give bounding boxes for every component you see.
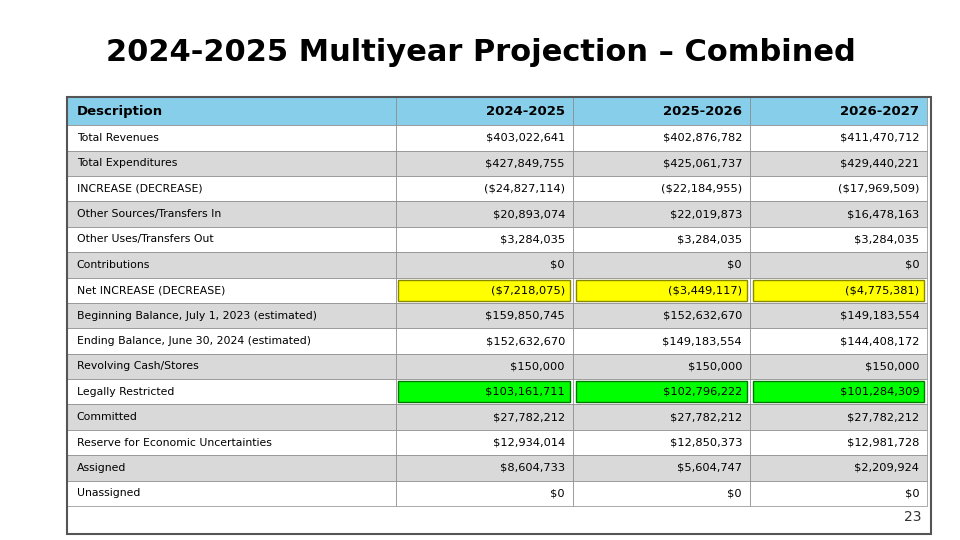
Text: 2025-2026: 2025-2026 (663, 105, 742, 118)
Text: 2024-2025: 2024-2025 (486, 105, 564, 118)
Text: $0: $0 (728, 488, 742, 498)
Text: ($17,969,509): ($17,969,509) (838, 184, 920, 194)
Text: $3,284,035: $3,284,035 (677, 234, 742, 245)
Text: $0: $0 (550, 260, 564, 270)
Text: $5,604,747: $5,604,747 (677, 463, 742, 473)
Text: $3,284,035: $3,284,035 (854, 234, 920, 245)
Text: $2,209,924: $2,209,924 (854, 463, 920, 473)
Text: $159,850,745: $159,850,745 (485, 310, 564, 321)
Text: 2026-2027: 2026-2027 (840, 105, 920, 118)
Text: Other Sources/Transfers In: Other Sources/Transfers In (77, 209, 221, 219)
Text: INCREASE (DECREASE): INCREASE (DECREASE) (77, 184, 203, 194)
Text: $150,000: $150,000 (687, 361, 742, 372)
Text: Net INCREASE (DECREASE): Net INCREASE (DECREASE) (77, 285, 226, 295)
Text: Beginning Balance, July 1, 2023 (estimated): Beginning Balance, July 1, 2023 (estimat… (77, 310, 317, 321)
Text: $27,782,212: $27,782,212 (670, 412, 742, 422)
Text: $12,850,373: $12,850,373 (669, 437, 742, 448)
Text: $0: $0 (550, 488, 564, 498)
Text: $150,000: $150,000 (865, 361, 920, 372)
Text: ($3,449,117): ($3,449,117) (668, 285, 742, 295)
Text: Description: Description (77, 105, 163, 118)
Text: $150,000: $150,000 (511, 361, 564, 372)
Text: $103,161,711: $103,161,711 (485, 387, 564, 397)
Text: Revolving Cash/Stores: Revolving Cash/Stores (77, 361, 199, 372)
Text: ($22,184,955): ($22,184,955) (660, 184, 742, 194)
Text: ($24,827,114): ($24,827,114) (484, 184, 564, 194)
Text: $101,284,309: $101,284,309 (840, 387, 920, 397)
Text: $102,796,222: $102,796,222 (662, 387, 742, 397)
Text: Committed: Committed (77, 412, 137, 422)
Text: $427,849,755: $427,849,755 (486, 158, 564, 168)
Text: $403,022,641: $403,022,641 (486, 133, 564, 143)
Text: $20,893,074: $20,893,074 (492, 209, 564, 219)
Text: $12,934,014: $12,934,014 (492, 437, 564, 448)
Text: $12,981,728: $12,981,728 (847, 437, 920, 448)
Text: ($4,775,381): ($4,775,381) (845, 285, 920, 295)
Text: Total Expenditures: Total Expenditures (77, 158, 178, 168)
Text: ($7,218,075): ($7,218,075) (491, 285, 564, 295)
Text: $149,183,554: $149,183,554 (662, 336, 742, 346)
Text: Ending Balance, June 30, 2024 (estimated): Ending Balance, June 30, 2024 (estimated… (77, 336, 311, 346)
Text: $8,604,733: $8,604,733 (500, 463, 564, 473)
Text: 23: 23 (904, 510, 922, 524)
Text: $0: $0 (904, 488, 920, 498)
Text: Total Revenues: Total Revenues (77, 133, 158, 143)
Text: $411,470,712: $411,470,712 (840, 133, 920, 143)
Text: $3,284,035: $3,284,035 (500, 234, 564, 245)
Text: Unassigned: Unassigned (77, 488, 140, 498)
Text: 2024-2025 Multiyear Projection – Combined: 2024-2025 Multiyear Projection – Combine… (106, 38, 855, 67)
Text: Other Uses/Transfers Out: Other Uses/Transfers Out (77, 234, 213, 245)
Text: Reserve for Economic Uncertainties: Reserve for Economic Uncertainties (77, 437, 272, 448)
Text: $429,440,221: $429,440,221 (840, 158, 920, 168)
Text: $152,632,670: $152,632,670 (486, 336, 564, 346)
Text: $144,408,172: $144,408,172 (840, 336, 920, 346)
Text: Contributions: Contributions (77, 260, 150, 270)
Text: $0: $0 (904, 260, 920, 270)
Text: $0: $0 (728, 260, 742, 270)
Text: $27,782,212: $27,782,212 (847, 412, 920, 422)
Text: Assigned: Assigned (77, 463, 126, 473)
Text: Legally Restricted: Legally Restricted (77, 387, 174, 397)
Text: $149,183,554: $149,183,554 (840, 310, 920, 321)
Text: $22,019,873: $22,019,873 (670, 209, 742, 219)
Text: $27,782,212: $27,782,212 (492, 412, 564, 422)
Text: $425,061,737: $425,061,737 (662, 158, 742, 168)
Text: $152,632,670: $152,632,670 (662, 310, 742, 321)
Text: $402,876,782: $402,876,782 (662, 133, 742, 143)
Text: $16,478,163: $16,478,163 (847, 209, 920, 219)
